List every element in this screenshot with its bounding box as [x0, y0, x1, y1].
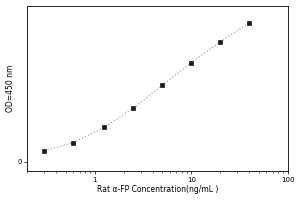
Y-axis label: OD=450 nm: OD=450 nm [6, 65, 15, 112]
X-axis label: Rat α-FP Concentration(ng/mL ): Rat α-FP Concentration(ng/mL ) [97, 185, 218, 194]
